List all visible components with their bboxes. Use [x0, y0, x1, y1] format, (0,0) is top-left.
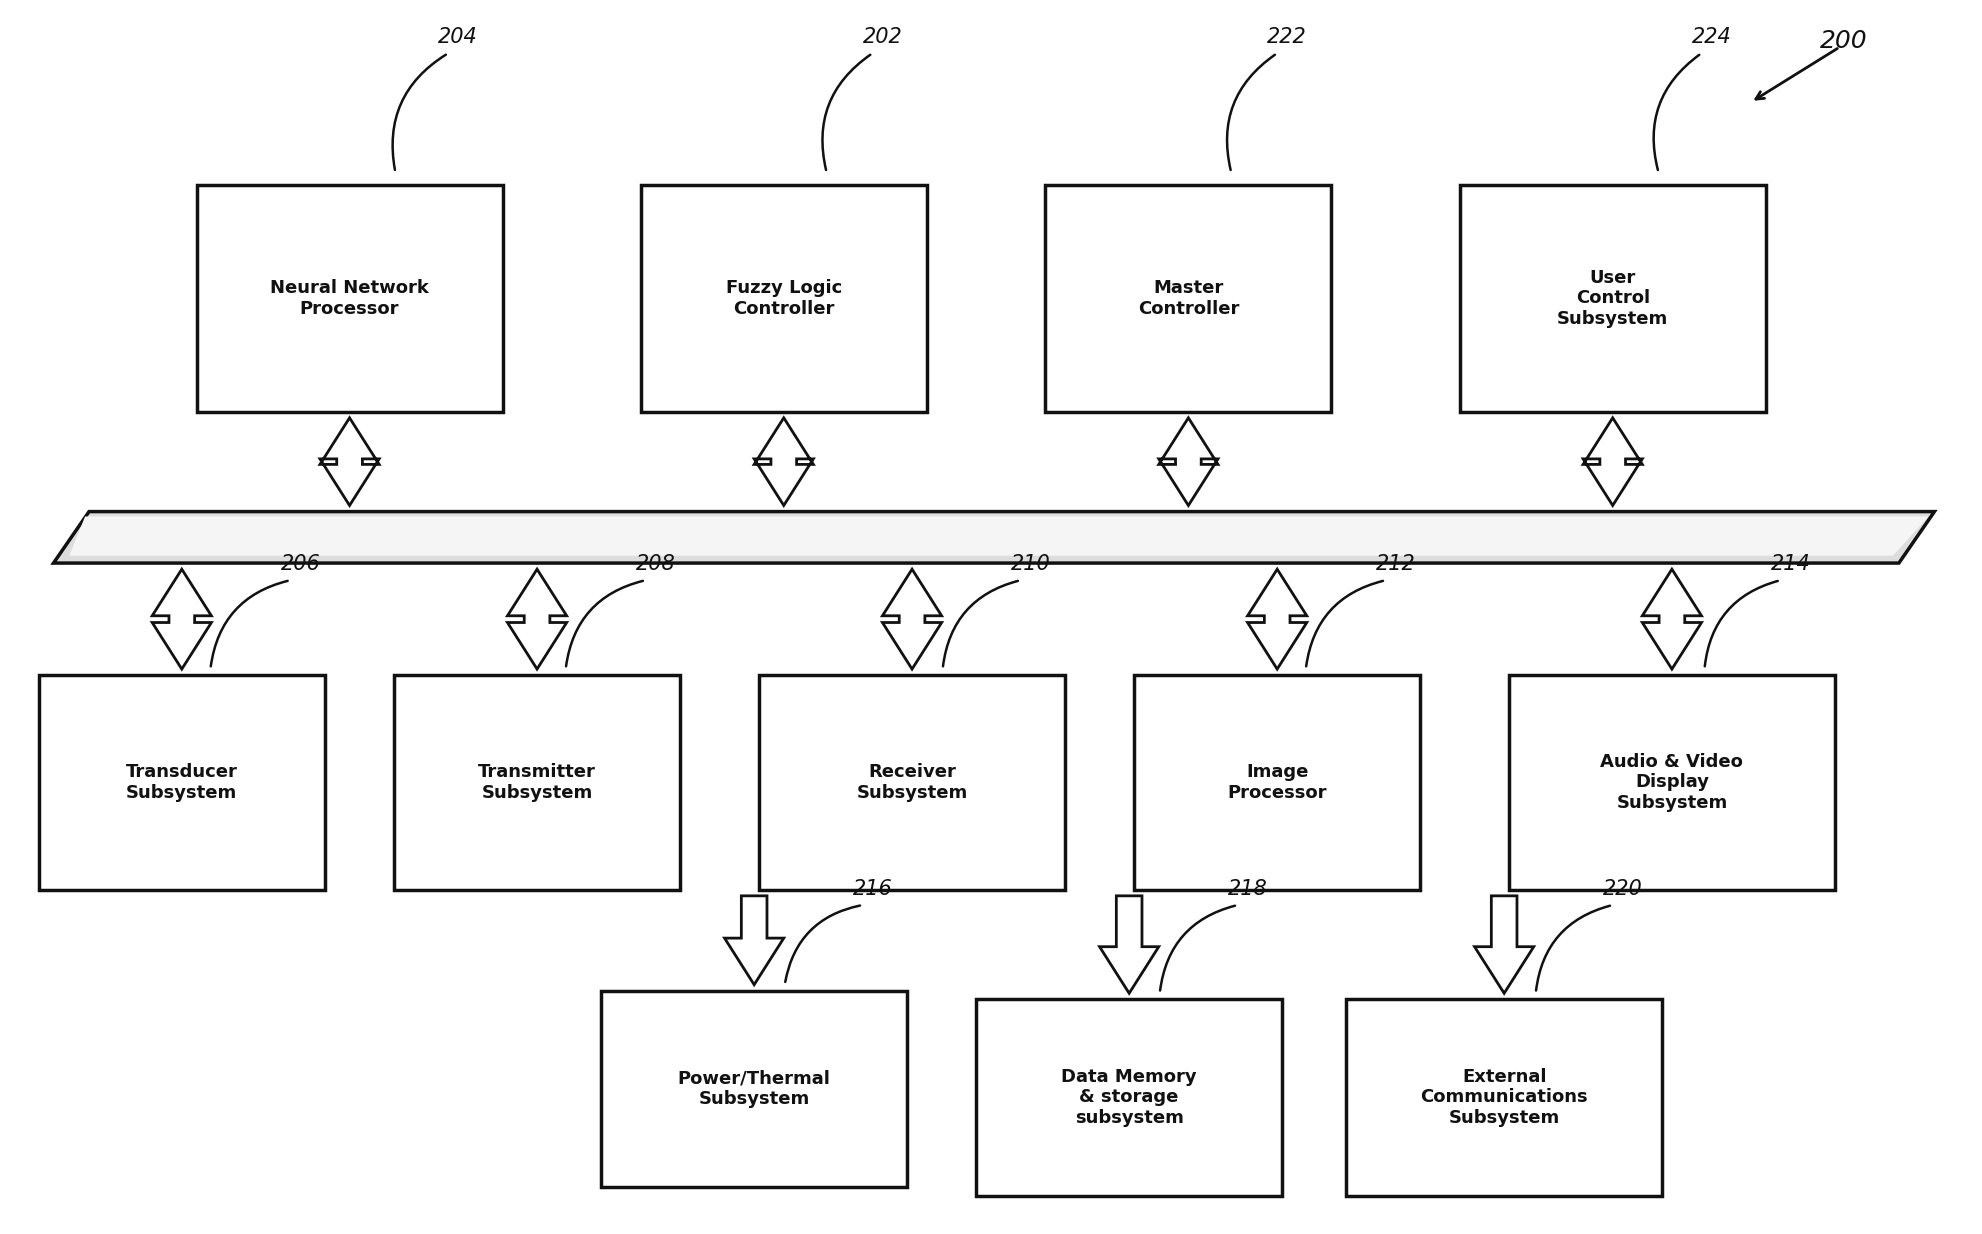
Bar: [1045, 185, 1332, 412]
Text: Receiver
Subsystem: Receiver Subsystem: [856, 763, 967, 802]
Bar: [40, 675, 325, 890]
Polygon shape: [882, 569, 941, 669]
Bar: [1508, 675, 1835, 890]
Text: 214: 214: [1770, 554, 1810, 574]
Bar: [977, 1000, 1282, 1196]
Text: User
Control
Subsystem: User Control Subsystem: [1558, 269, 1669, 328]
Text: 202: 202: [862, 27, 902, 47]
Text: 216: 216: [852, 879, 892, 898]
Polygon shape: [1584, 418, 1643, 506]
Text: 224: 224: [1693, 27, 1732, 47]
Bar: [196, 185, 503, 412]
Text: Audio & Video
Display
Subsystem: Audio & Video Display Subsystem: [1601, 753, 1744, 812]
Text: 218: 218: [1227, 879, 1268, 898]
Polygon shape: [507, 569, 567, 669]
Polygon shape: [319, 418, 379, 506]
Bar: [1346, 1000, 1663, 1196]
Text: Fuzzy Logic
Controller: Fuzzy Logic Controller: [725, 279, 842, 317]
Text: Data Memory
& storage
subsystem: Data Memory & storage subsystem: [1060, 1067, 1197, 1128]
Polygon shape: [69, 517, 1928, 555]
Text: 210: 210: [1011, 554, 1050, 574]
Bar: [759, 675, 1064, 890]
Text: 206: 206: [281, 554, 321, 574]
Bar: [394, 675, 680, 890]
Text: Image
Processor: Image Processor: [1227, 763, 1326, 802]
Text: External
Communications
Subsystem: External Communications Subsystem: [1421, 1067, 1588, 1128]
Text: Transducer
Subsystem: Transducer Subsystem: [127, 763, 238, 802]
Text: Power/Thermal
Subsystem: Power/Thermal Subsystem: [678, 1070, 830, 1108]
Polygon shape: [1475, 896, 1534, 993]
Bar: [1461, 185, 1766, 412]
Polygon shape: [755, 418, 813, 506]
Text: Neural Network
Processor: Neural Network Processor: [270, 279, 428, 317]
Text: 208: 208: [636, 554, 676, 574]
Text: 200: 200: [1819, 30, 1867, 53]
Text: Transmitter
Subsystem: Transmitter Subsystem: [478, 763, 597, 802]
Bar: [601, 991, 908, 1187]
Bar: [1134, 675, 1421, 890]
Polygon shape: [153, 569, 212, 669]
Polygon shape: [1100, 896, 1159, 993]
Text: 220: 220: [1603, 879, 1643, 898]
Text: 204: 204: [438, 27, 478, 47]
Polygon shape: [54, 512, 1934, 563]
Polygon shape: [1159, 418, 1219, 506]
Text: 222: 222: [1266, 27, 1306, 47]
Polygon shape: [725, 896, 783, 985]
Polygon shape: [1643, 569, 1701, 669]
Text: Master
Controller: Master Controller: [1138, 279, 1239, 317]
Text: 212: 212: [1376, 554, 1415, 574]
Bar: [640, 185, 928, 412]
Polygon shape: [1247, 569, 1306, 669]
